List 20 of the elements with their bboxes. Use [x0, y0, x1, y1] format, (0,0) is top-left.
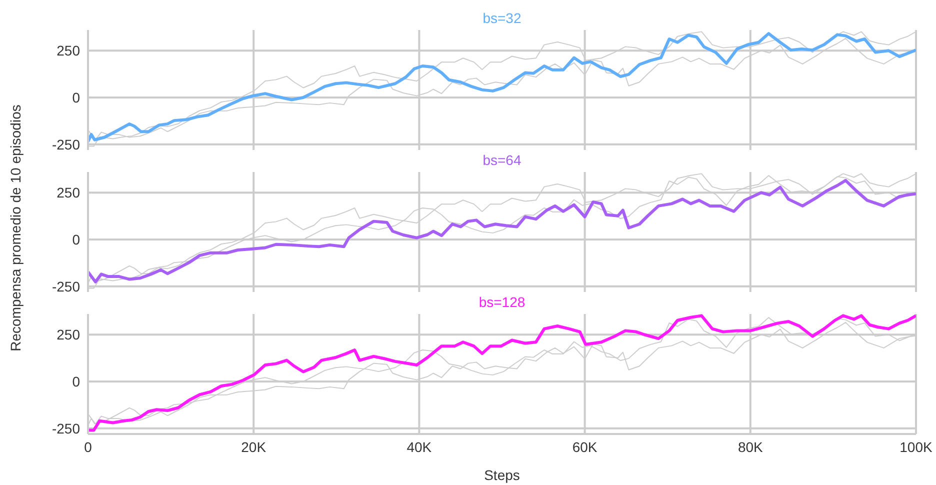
- y-axis-title: Recompensa promedio de 10 episodios: [7, 104, 23, 352]
- y-tick-label: -250: [52, 278, 80, 294]
- y-tick-label: -250: [52, 136, 80, 152]
- y-tick-label: 0: [72, 89, 80, 106]
- y-tick-label: 250: [56, 184, 80, 201]
- chart-title: bs=32: [482, 10, 522, 26]
- x-tick-label: 20K: [241, 438, 267, 455]
- y-tick-label: -250: [52, 420, 80, 436]
- x-tick-label: 60K: [572, 438, 598, 455]
- chart-title: bs=128: [478, 294, 526, 310]
- x-tick-label: 80K: [738, 438, 764, 455]
- y-tick-label: 250: [56, 42, 80, 59]
- y-tick-label: 0: [72, 231, 80, 248]
- x-tick-label: 40K: [406, 438, 432, 455]
- x-tick-label: 0: [84, 438, 92, 455]
- x-axis-title: Steps: [484, 467, 520, 483]
- y-tick-label: 0: [72, 373, 80, 390]
- x-tick-label: 100K: [900, 438, 934, 455]
- y-tick-label: 250: [56, 326, 80, 343]
- chart-title: bs=64: [482, 152, 522, 168]
